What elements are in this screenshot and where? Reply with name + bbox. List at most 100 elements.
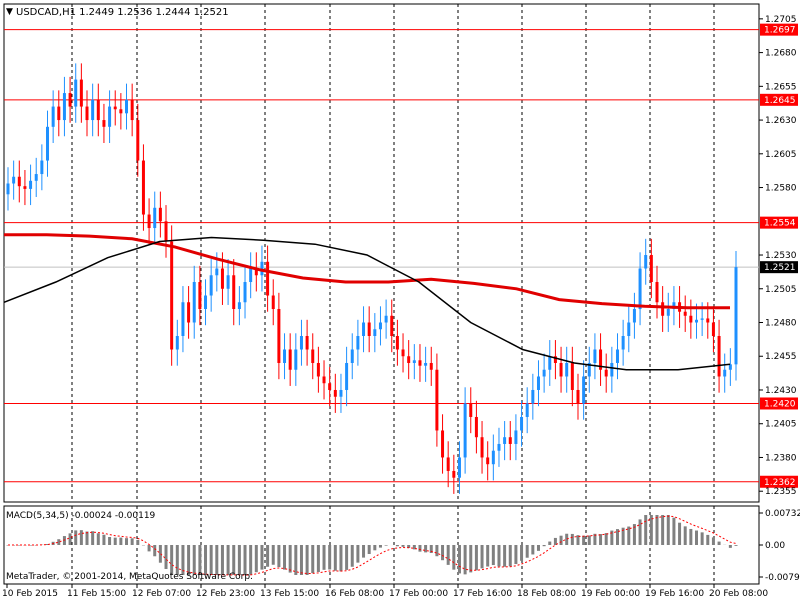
level-price-label: 1.2697 <box>764 26 796 36</box>
candle-body <box>334 390 337 397</box>
candle-body <box>221 269 224 289</box>
candle-body <box>356 336 359 349</box>
macd-bar <box>148 545 151 551</box>
candle-body <box>413 360 416 363</box>
candle-body <box>373 329 376 336</box>
candle-body <box>650 255 653 282</box>
price-tick-label: 1.2480 <box>765 319 797 329</box>
candle-body <box>148 215 151 228</box>
macd-bar <box>599 534 602 545</box>
candle-body <box>424 363 427 366</box>
candle-body <box>153 208 156 228</box>
macd-bar <box>486 545 489 567</box>
macd-bar <box>718 542 721 545</box>
candle-body <box>125 100 128 113</box>
candle-body <box>503 437 506 444</box>
macd-bar <box>655 515 658 545</box>
macd-bar <box>514 545 517 564</box>
macd-bar <box>396 545 399 546</box>
macd-bar <box>311 545 314 573</box>
macd-bar <box>582 536 585 545</box>
candle-body <box>560 363 563 376</box>
candle-body <box>46 127 49 161</box>
macd-bar <box>689 529 692 545</box>
time-label: 19 Feb 16:00 <box>645 589 704 599</box>
time-label: 20 Feb 08:00 <box>709 589 768 599</box>
candle-body <box>701 318 704 319</box>
macd-bar <box>204 545 207 575</box>
candle-body <box>165 221 168 241</box>
candle-body <box>729 364 732 369</box>
macd-bar <box>475 545 478 570</box>
candle-body <box>328 383 331 390</box>
macd-bar <box>114 538 117 545</box>
candle-body <box>447 457 450 470</box>
candle-body <box>52 107 55 127</box>
candle-body <box>633 309 636 322</box>
price-tick-label: 1.2530 <box>765 251 797 261</box>
candle-body <box>40 161 43 174</box>
candle-body <box>526 403 529 416</box>
macd-bar <box>469 545 472 572</box>
candle-body <box>458 457 461 477</box>
macd-label: MACD(5,34,5) -0.00024 -0.00119 <box>6 511 156 521</box>
macd-bar <box>526 545 529 558</box>
candle-body <box>571 363 574 390</box>
candle-body <box>86 107 89 120</box>
candle-body <box>181 302 184 336</box>
candle-body <box>170 242 173 350</box>
macd-bar <box>729 545 732 548</box>
macd-bar <box>323 545 326 570</box>
macd-bar <box>441 545 444 560</box>
candle-body <box>345 363 348 390</box>
macd-bar <box>306 545 309 575</box>
macd-bar <box>210 545 213 575</box>
candle-body <box>430 363 433 370</box>
macd-bar <box>356 545 359 563</box>
price-tick-label: 1.2655 <box>765 82 797 92</box>
price-tick-label: 1.2405 <box>765 420 797 430</box>
candle-body <box>35 174 38 181</box>
candle-body <box>300 336 303 349</box>
candle-body <box>232 275 235 309</box>
macd-bar <box>63 536 66 545</box>
macd-bar <box>153 545 156 556</box>
macd-bar <box>125 538 128 545</box>
candle-body <box>215 269 218 276</box>
candle-body <box>142 161 145 215</box>
candle-body <box>435 370 438 431</box>
candle-body <box>23 186 26 189</box>
macd-bar <box>119 538 122 545</box>
candle-body <box>108 107 111 127</box>
candle-body <box>497 444 500 451</box>
macd-bar <box>509 545 512 566</box>
macd-bar <box>418 545 421 552</box>
candle-body <box>520 417 523 430</box>
candle-body <box>74 80 77 107</box>
macd-bar <box>537 545 540 551</box>
candle-body <box>131 100 134 120</box>
time-label: 13 Feb 15:00 <box>260 589 319 599</box>
candle-body <box>272 296 275 309</box>
candle-body <box>289 349 292 369</box>
candle-body <box>277 309 280 363</box>
candle-body <box>193 282 196 322</box>
copyright-text: MetaTrader, © 2001-2014, MetaQuotes Soft… <box>6 572 253 582</box>
macd-bar <box>74 530 77 545</box>
candle-body <box>441 430 444 457</box>
candle-body <box>187 302 190 322</box>
candle-body <box>249 269 252 282</box>
price-tick-label: 1.2505 <box>765 285 797 295</box>
candle-body <box>481 437 484 457</box>
macd-bar <box>661 515 664 545</box>
candle-body <box>63 93 66 120</box>
chart-menu-icon[interactable]: ▼ <box>6 7 13 17</box>
candle-body <box>509 437 512 444</box>
macd-bar <box>283 545 286 570</box>
candle-body <box>593 349 596 362</box>
candle-body <box>548 356 551 369</box>
macd-bar <box>294 545 297 575</box>
macd-bar <box>69 533 72 545</box>
